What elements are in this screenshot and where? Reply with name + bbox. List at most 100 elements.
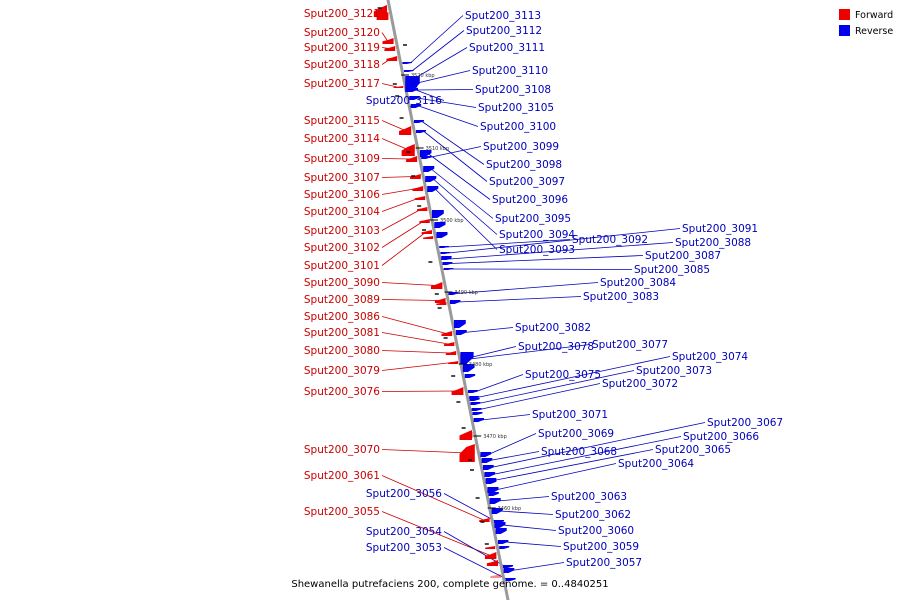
- reverse-gene-sput200-3097: [416, 130, 427, 133]
- gene-label-sput200-3093[interactable]: Sput200_3093: [499, 244, 575, 256]
- gene-label-sput200-3115[interactable]: Sput200_3115: [304, 115, 380, 127]
- gene-label-sput200-3069[interactable]: Sput200_3069: [538, 428, 614, 440]
- gene-label-sput200-3056[interactable]: Sput200_3056: [366, 488, 442, 500]
- reverse-gene-sput200-3098: [414, 120, 425, 123]
- gene-label-sput200-3121[interactable]: Sput200_3121: [304, 8, 380, 20]
- forward-gene-sput200-3101: [421, 230, 432, 234]
- leader-line: [475, 374, 524, 392]
- gene-label-sput200-3078[interactable]: Sput200_3078: [518, 341, 594, 353]
- gene-label-sput200-3111[interactable]: Sput200_3111: [469, 42, 545, 54]
- genome-backbone: [386, 0, 510, 600]
- gene-label-sput200-3060[interactable]: Sput200_3060: [558, 525, 634, 537]
- gene-label-sput200-3079[interactable]: Sput200_3079: [304, 365, 380, 377]
- gene-label-sput200-3076[interactable]: Sput200_3076: [304, 386, 380, 398]
- leader-line: [502, 524, 557, 531]
- gene-label-sput200-3077[interactable]: Sput200_3077: [592, 339, 668, 351]
- leader-line: [493, 449, 654, 481]
- gene-label-sput200-3082[interactable]: Sput200_3082: [515, 322, 591, 334]
- gene-label-sput200-3094[interactable]: Sput200_3094: [499, 229, 575, 241]
- legend-reverse-label: Reverse: [855, 26, 893, 37]
- gene-label-sput200-3095[interactable]: Sput200_3095: [495, 213, 571, 225]
- gene-label-sput200-3067[interactable]: Sput200_3067: [707, 417, 783, 429]
- gene-label-sput200-3081[interactable]: Sput200_3081: [304, 327, 380, 339]
- gene-label-sput200-3097[interactable]: Sput200_3097: [489, 176, 565, 188]
- gene-label-sput200-3057[interactable]: Sput200_3057: [566, 557, 642, 569]
- gene-label-sput200-3102[interactable]: Sput200_3102: [304, 242, 380, 254]
- leader-line: [448, 228, 681, 254]
- gene-label-sput200-3066[interactable]: Sput200_3066: [683, 431, 759, 443]
- gene-label-sput200-3118[interactable]: Sput200_3118: [304, 59, 380, 71]
- gene-label-sput200-3089[interactable]: Sput200_3089: [304, 294, 380, 306]
- gene-label-sput200-3064[interactable]: Sput200_3064: [618, 458, 694, 470]
- gene-label-sput200-3059[interactable]: Sput200_3059: [563, 541, 639, 553]
- gene-label-sput200-3072[interactable]: Sput200_3072: [602, 378, 678, 390]
- gene-label-sput200-3112[interactable]: Sput200_3112: [466, 25, 542, 37]
- gene-label-sput200-3088[interactable]: Sput200_3088: [675, 237, 751, 249]
- gene-label-sput200-3073[interactable]: Sput200_3073: [636, 365, 712, 377]
- gene-label-sput200-3119[interactable]: Sput200_3119: [304, 42, 380, 54]
- gene-label-sput200-3068[interactable]: Sput200_3068: [541, 446, 617, 458]
- reverse-gene-feature: [432, 210, 444, 218]
- forward-gene-feature: [461, 432, 473, 438]
- gene-label-sput200-3086[interactable]: Sput200_3086: [304, 311, 380, 323]
- leader-line: [443, 531, 506, 567]
- reverse-gene-sput200-3069: [480, 452, 492, 457]
- gene-label-sput200-3080[interactable]: Sput200_3080: [304, 345, 380, 357]
- forward-gene-sput200-3121: [373, 5, 387, 17]
- gene-label-sput200-3101[interactable]: Sput200_3101: [304, 260, 380, 272]
- gene-label-sput200-3053[interactable]: Sput200_3053: [366, 542, 442, 554]
- legend-forward-label: Forward: [855, 10, 893, 21]
- forward-gene-sput200-3119: [384, 46, 396, 51]
- gene-label-sput200-3108[interactable]: Sput200_3108: [475, 84, 551, 96]
- reverse-gene-feature: [436, 232, 448, 238]
- gene-label-sput200-3087[interactable]: Sput200_3087: [645, 250, 721, 262]
- forward-gene-sput200-3089: [434, 298, 446, 303]
- gene-label-sput200-3054[interactable]: Sput200_3054: [366, 526, 442, 538]
- gene-label-sput200-3099[interactable]: Sput200_3099: [483, 141, 559, 153]
- reverse-gene-sput200-3066: [484, 472, 496, 477]
- gene-label-sput200-3113[interactable]: Sput200_3113: [465, 10, 541, 22]
- gene-label-sput200-3104[interactable]: Sput200_3104: [304, 206, 380, 218]
- gene-label-sput200-3110[interactable]: Sput200_3110: [472, 65, 548, 77]
- forward-gene-feature: [486, 560, 498, 566]
- reverse-gene-sput200-3074: [469, 396, 480, 399]
- gene-label-sput200-3107[interactable]: Sput200_3107: [304, 172, 380, 184]
- gene-label-sput200-3070[interactable]: Sput200_3070: [304, 444, 380, 456]
- reverse-gene-feature: [499, 546, 510, 549]
- gene-label-sput200-3061[interactable]: Sput200_3061: [304, 470, 380, 482]
- gene-label-sput200-3090[interactable]: Sput200_3090: [304, 277, 380, 289]
- gene-label-sput200-3063[interactable]: Sput200_3063: [551, 491, 627, 503]
- gene-label-sput200-3085[interactable]: Sput200_3085: [634, 264, 710, 276]
- gene-label-sput200-3055[interactable]: Sput200_3055: [304, 506, 380, 518]
- gene-label-sput200-3096[interactable]: Sput200_3096: [492, 194, 568, 206]
- leader-line: [411, 30, 465, 72]
- gene-label-sput200-3071[interactable]: Sput200_3071: [532, 409, 608, 421]
- forward-gene-sput200-3107: [410, 174, 421, 179]
- gene-label-sput200-3075[interactable]: Sput200_3075: [525, 369, 601, 381]
- leader-line: [488, 433, 537, 455]
- gene-label-sput200-3103[interactable]: Sput200_3103: [304, 225, 380, 237]
- leader-line: [415, 89, 474, 91]
- gene-label-sput200-3084[interactable]: Sput200_3084: [600, 277, 676, 289]
- forward-gene-sput200-3109: [406, 156, 418, 162]
- gene-label-sput200-3098[interactable]: Sput200_3098: [486, 159, 562, 171]
- forward-gene-sput200-3086: [441, 331, 453, 336]
- gene-label-sput200-3062[interactable]: Sput200_3062: [555, 509, 631, 521]
- gene-label-sput200-3083[interactable]: Sput200_3083: [583, 291, 659, 303]
- gene-label-sput200-3116[interactable]: Sput200_3116: [366, 95, 442, 107]
- forward-gene-sput200-3080: [445, 351, 457, 355]
- gene-label-sput200-3092[interactable]: Sput200_3092: [572, 234, 648, 246]
- gene-label-sput200-3065[interactable]: Sput200_3065: [655, 444, 731, 456]
- gene-label-sput200-3120[interactable]: Sput200_3120: [304, 27, 380, 39]
- forward-gene-sput200-3055: [484, 552, 497, 559]
- gene-label-sput200-3091[interactable]: Sput200_3091: [682, 223, 758, 235]
- gene-label-sput200-3074[interactable]: Sput200_3074: [672, 351, 748, 363]
- gene-label-sput200-3109[interactable]: Sput200_3109: [304, 153, 380, 165]
- gene-label-sput200-3100[interactable]: Sput200_3100: [480, 121, 556, 133]
- gene-label-sput200-3106[interactable]: Sput200_3106: [304, 189, 380, 201]
- gene-label-sput200-3117[interactable]: Sput200_3117: [304, 78, 380, 90]
- gene-label-sput200-3105[interactable]: Sput200_3105: [478, 102, 554, 114]
- gene-label-sput200-3114[interactable]: Sput200_3114: [304, 133, 380, 145]
- leader-line: [381, 332, 449, 345]
